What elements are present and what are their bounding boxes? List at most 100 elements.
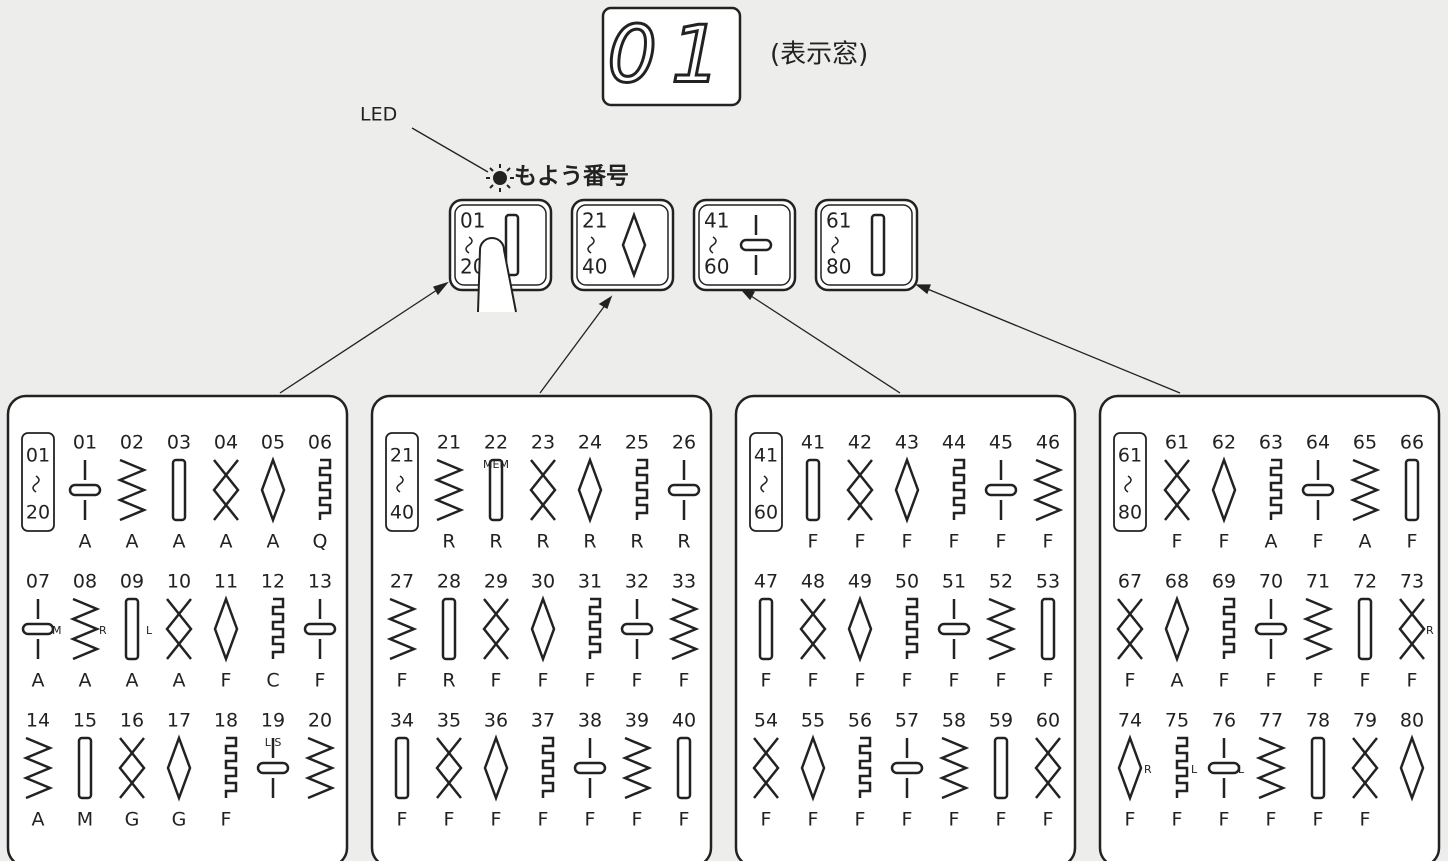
- pattern-number: 32: [625, 571, 649, 593]
- pattern-number: 20: [308, 710, 332, 732]
- led-label: LED: [360, 104, 397, 126]
- pattern-number: 23: [531, 432, 555, 454]
- stitch-icon: [1222, 597, 1236, 659]
- stitch-icon: [224, 736, 238, 798]
- pattern-letter: F: [1313, 531, 1324, 553]
- pattern-number: 56: [848, 710, 872, 732]
- pattern-note: L: [1238, 763, 1245, 776]
- range-mark: [396, 475, 404, 493]
- pattern-note: L: [1191, 763, 1198, 776]
- button-from: 21: [582, 209, 607, 233]
- stitch-icon: [530, 595, 556, 663]
- stitch-icon: [739, 215, 773, 275]
- stitch-icon: [165, 598, 193, 660]
- pattern-letter: F: [902, 809, 913, 831]
- stitch-icon: [894, 456, 920, 524]
- pattern-number: 77: [1259, 710, 1283, 732]
- stitch-icon: [588, 597, 602, 659]
- stitch-icon: [116, 458, 148, 522]
- pattern-number: 80: [1400, 710, 1424, 732]
- pattern-button-inner: [576, 204, 669, 286]
- pattern-number: 22: [484, 432, 508, 454]
- stitch-icon: [213, 595, 239, 663]
- stitch-icon: [1302, 597, 1334, 661]
- pattern-note: M: [52, 624, 62, 637]
- stitch-icon: [758, 597, 774, 661]
- stitch-icon: [482, 598, 510, 660]
- pattern-number: 37: [531, 710, 555, 732]
- stitch-icon: [386, 597, 418, 661]
- stitch-icon: [993, 736, 1009, 800]
- stitch-icon: [435, 737, 463, 799]
- finger: [477, 237, 517, 313]
- stitch-icon: [846, 459, 874, 521]
- button-from: 41: [704, 209, 729, 233]
- button-to: 60: [704, 255, 729, 279]
- range-to: 20: [26, 502, 50, 524]
- stitch-icon: [870, 213, 886, 277]
- pattern-letter: F: [585, 809, 596, 831]
- display-window: [601, 6, 742, 107]
- pattern-number: 27: [390, 571, 414, 593]
- pattern-letter: F: [397, 670, 408, 692]
- range-mark: [760, 475, 768, 493]
- pattern-letter: F: [902, 670, 913, 692]
- pattern-number: 12: [261, 571, 285, 593]
- stitch-icon: [1211, 456, 1237, 524]
- pattern-letter: R: [583, 531, 596, 553]
- stitch-icon: [212, 459, 240, 521]
- pattern-number: 51: [942, 571, 966, 593]
- stitch-icon: [68, 460, 102, 520]
- pattern-number: 21: [437, 432, 461, 454]
- pattern-number: 55: [801, 710, 825, 732]
- pattern-button[interactable]: [814, 198, 919, 292]
- pattern-panel: [1098, 394, 1441, 861]
- pattern-letter: R: [442, 531, 455, 553]
- stitch-icon: [938, 736, 970, 800]
- pattern-number: 04: [214, 432, 238, 454]
- stitch-icon: [1175, 736, 1189, 798]
- stitch-icon: [1040, 597, 1056, 661]
- pattern-letter: C: [266, 670, 279, 692]
- pattern-letter: F: [221, 670, 232, 692]
- stitch-icon: [1404, 458, 1420, 522]
- pattern-letter: F: [1043, 809, 1054, 831]
- pattern-letter: F: [1266, 809, 1277, 831]
- pattern-letter: F: [221, 809, 232, 831]
- pattern-letter: F: [585, 670, 596, 692]
- stitch-icon: [577, 456, 603, 524]
- pattern-letter: R: [536, 531, 549, 553]
- pattern-letter: F: [996, 531, 1007, 553]
- pattern-number: 36: [484, 710, 508, 732]
- pattern-number: 10: [167, 571, 191, 593]
- pattern-letter: F: [1125, 809, 1136, 831]
- pattern-letter: F: [538, 809, 549, 831]
- pattern-letter: F: [491, 809, 502, 831]
- pattern-number: 30: [531, 571, 555, 593]
- stitch-icon: [805, 458, 821, 522]
- pattern-button[interactable]: [692, 198, 797, 292]
- stitch-icon: [1163, 459, 1191, 521]
- pattern-panel: [6, 394, 349, 861]
- pattern-panel: [370, 394, 713, 861]
- pattern-letter: F: [1043, 670, 1054, 692]
- range-mark: [465, 236, 473, 254]
- stitch-icon: [22, 736, 54, 800]
- stitch-icon: [1032, 458, 1064, 522]
- pattern-number: 43: [895, 432, 919, 454]
- pattern-number: 18: [214, 710, 238, 732]
- pattern-letter: F: [632, 670, 643, 692]
- pattern-note: R: [1426, 624, 1434, 637]
- pattern-note: R: [99, 624, 107, 637]
- pattern-number: 13: [308, 571, 332, 593]
- pattern-number: 60: [1036, 710, 1060, 732]
- pattern-letter: A: [1171, 670, 1184, 692]
- pattern-number: 72: [1353, 571, 1377, 593]
- stitch-icon: [529, 459, 557, 521]
- pattern-number: 41: [801, 432, 825, 454]
- pattern-number: 08: [73, 571, 97, 593]
- stitch-icon: [118, 737, 146, 799]
- pattern-number: 01: [73, 432, 97, 454]
- pattern-number: 33: [672, 571, 696, 593]
- stitch-icon: [858, 736, 872, 798]
